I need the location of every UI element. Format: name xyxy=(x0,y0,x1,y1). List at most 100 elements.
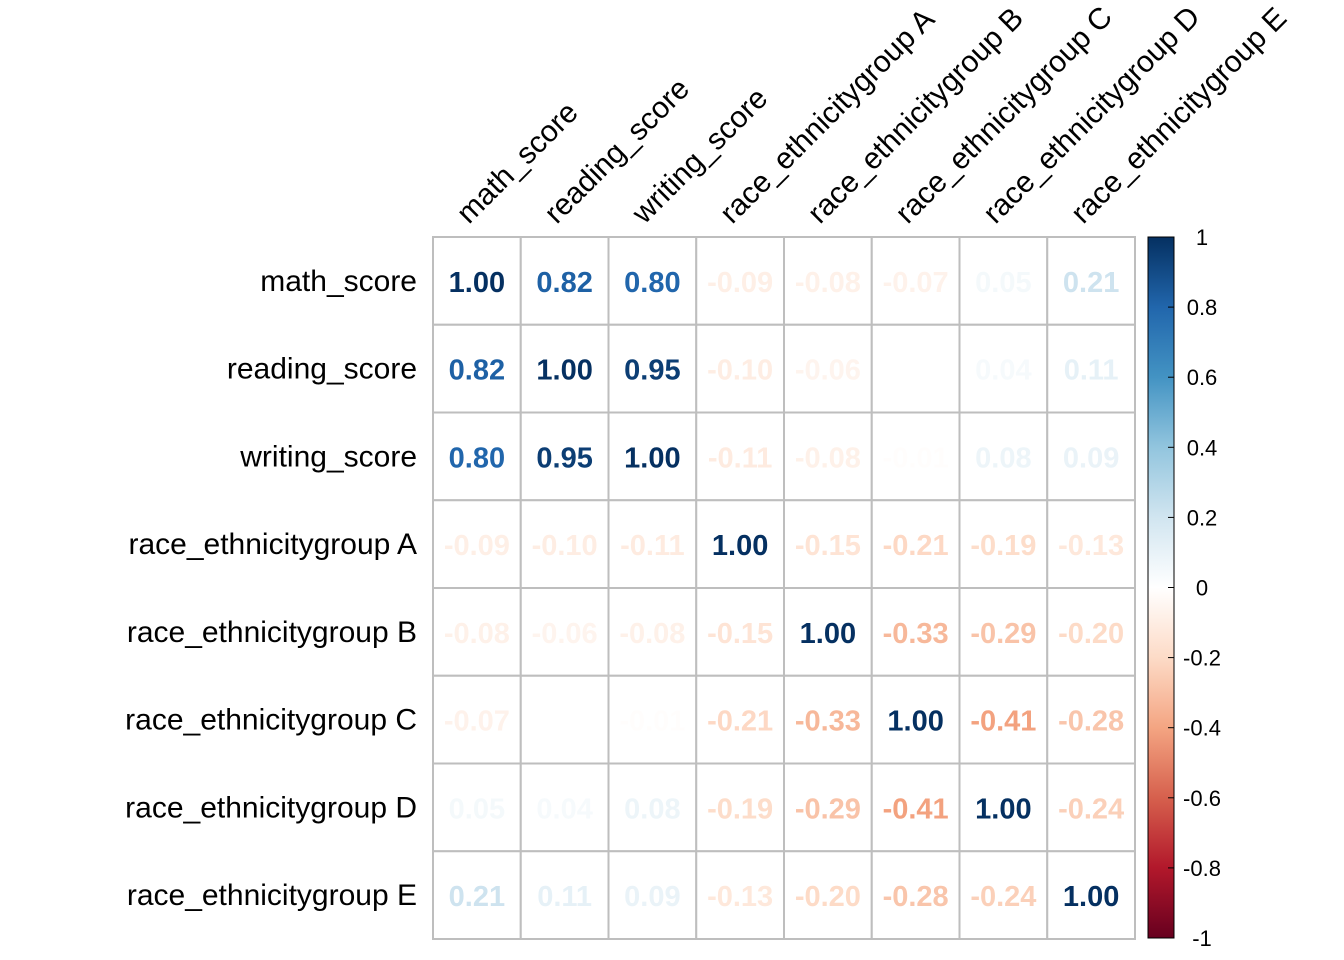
heatmap-cell xyxy=(607,674,698,765)
colorbar-tick-label: 0.2 xyxy=(1187,505,1218,530)
cell-value: 0.05 xyxy=(975,267,1031,299)
heatmap-cell xyxy=(519,236,610,326)
heatmap-cell xyxy=(1046,587,1136,677)
heatmap-cell xyxy=(783,762,873,853)
colorbar-tick-label: 0.8 xyxy=(1187,295,1218,320)
cell-value: -0.10 xyxy=(532,530,598,562)
cell-value: 0.82 xyxy=(536,267,592,299)
cell-value: -0.06 xyxy=(532,618,598,650)
cell-value: -0.20 xyxy=(1058,618,1124,650)
cell-value: 0.11 xyxy=(537,881,592,913)
heatmap-cell xyxy=(958,762,1049,853)
heatmap-cell xyxy=(958,674,1049,765)
cell-value: 1.00 xyxy=(1063,881,1119,913)
cell-value: 1.00 xyxy=(624,442,680,474)
cell-value: 0.08 xyxy=(624,793,680,825)
heatmap-cell xyxy=(607,236,698,326)
cell-value: -0.08 xyxy=(619,618,685,650)
cell-value: 0.08 xyxy=(975,442,1031,474)
cell-value: -0.41 xyxy=(970,706,1036,738)
cell-value: -0.07 xyxy=(883,267,949,299)
colorbar: 1 0.8 0.6 0.4 0.2 0 -0.2 -0.4 -0.6 -0.8 -1 xyxy=(1147,225,1221,951)
cell-value: 0.04 xyxy=(975,355,1031,387)
row-labels: math_score reading_score writing_scorerace… xyxy=(125,265,417,912)
cell-value: 0.95 xyxy=(536,442,592,474)
row-label: reading_score xyxy=(227,353,417,386)
heatmap-cell xyxy=(519,762,610,853)
cell-value: 0.21 xyxy=(1063,267,1119,299)
cell-value: 1.00 xyxy=(712,530,768,562)
heatmap-cells: 1.00 0.82 0.80 -0.09 -0.08 -0.07 0.05 0.21 0.82 1… xyxy=(432,236,1136,940)
heatmap-cell xyxy=(1046,762,1136,853)
cell-value: -0.08 xyxy=(795,442,861,474)
cell-value: -0.24 xyxy=(970,881,1036,913)
cell-value: -0.11 xyxy=(620,530,685,562)
heatmap-cell xyxy=(519,850,610,940)
heatmap-cell xyxy=(695,850,785,940)
heatmap-cell xyxy=(607,323,698,414)
row-label: race_ethnicitygroup A xyxy=(128,528,417,561)
heatmap-cell xyxy=(519,323,610,414)
heatmap-cell xyxy=(870,587,961,677)
cell-value: -0.41 xyxy=(883,793,949,825)
cell-value: 1.00 xyxy=(887,706,943,738)
row-label: writing_score xyxy=(239,440,417,473)
colorbar-tick-label: -0.8 xyxy=(1183,856,1221,881)
row-label: math_score xyxy=(260,265,417,298)
row-label: race_ethnicitygroup C xyxy=(125,704,417,737)
cell-value: -0.13 xyxy=(1058,530,1124,562)
cell-value: 0.80 xyxy=(449,442,505,474)
cell-value: -0.09 xyxy=(707,267,773,299)
cell-value: 0.82 xyxy=(449,355,505,387)
heatmap-cell xyxy=(432,587,522,677)
cell-value: -0.19 xyxy=(707,793,773,825)
heatmap-cell xyxy=(432,236,522,326)
heatmap-cell xyxy=(1046,236,1136,326)
cell-value: 0.05 xyxy=(449,793,505,825)
heatmap-cell xyxy=(783,323,873,414)
heatmap-cell xyxy=(432,323,522,414)
cell-value: -0.29 xyxy=(970,618,1036,650)
heatmap-cell xyxy=(1046,323,1136,414)
cell-value: -0.28 xyxy=(1058,706,1124,738)
row-label: race_ethnicitygroup E xyxy=(127,879,417,912)
heatmap-cell xyxy=(783,674,873,765)
heatmap-cell xyxy=(695,762,785,853)
heatmap-cell xyxy=(1046,411,1136,502)
cell-value: 1.00 xyxy=(536,355,592,387)
cell-value: 0.04 xyxy=(536,793,592,825)
heatmap-cell xyxy=(958,236,1049,326)
cell-value: -0.20 xyxy=(795,881,861,913)
heatmap-cell xyxy=(432,850,522,940)
heatmap-cell xyxy=(695,236,785,326)
heatmap-cell xyxy=(695,323,785,414)
cell-value: -0.33 xyxy=(795,706,861,738)
heatmap-cell xyxy=(432,411,522,502)
cell-value: -0.06 xyxy=(795,355,861,387)
cell-value: 0.11 xyxy=(1064,355,1119,387)
cell-value: -0.09 xyxy=(444,530,510,562)
cell-value: -0.21 xyxy=(707,706,773,738)
cell-value: -0.33 xyxy=(883,618,949,650)
cell-value: 0.00 xyxy=(536,706,592,738)
heatmap-cell xyxy=(607,411,698,502)
cell-value: -0.10 xyxy=(707,355,773,387)
cell-value: 1.00 xyxy=(800,618,856,650)
heatmap-cell xyxy=(695,411,785,502)
colorbar-tick-label: 1 xyxy=(1196,225,1208,250)
heatmap-cell xyxy=(870,674,961,765)
row-label: race_ethnicitygroup D xyxy=(125,791,417,824)
cell-value: -0.21 xyxy=(883,530,949,562)
colorbar-tick-label: 0.6 xyxy=(1187,365,1218,390)
cell-value: -0.07 xyxy=(444,706,510,738)
heatmap-cell xyxy=(870,323,961,414)
row-label: race_ethnicitygroup B xyxy=(127,616,417,649)
cell-value: -0.08 xyxy=(795,267,861,299)
cell-value: 0.21 xyxy=(449,881,505,913)
cell-value: 0.00 xyxy=(887,355,943,387)
cell-value: -0.01 xyxy=(883,442,949,474)
heatmap-cell xyxy=(519,587,610,677)
heatmap-cell xyxy=(958,587,1049,677)
cell-value: -0.19 xyxy=(970,530,1036,562)
